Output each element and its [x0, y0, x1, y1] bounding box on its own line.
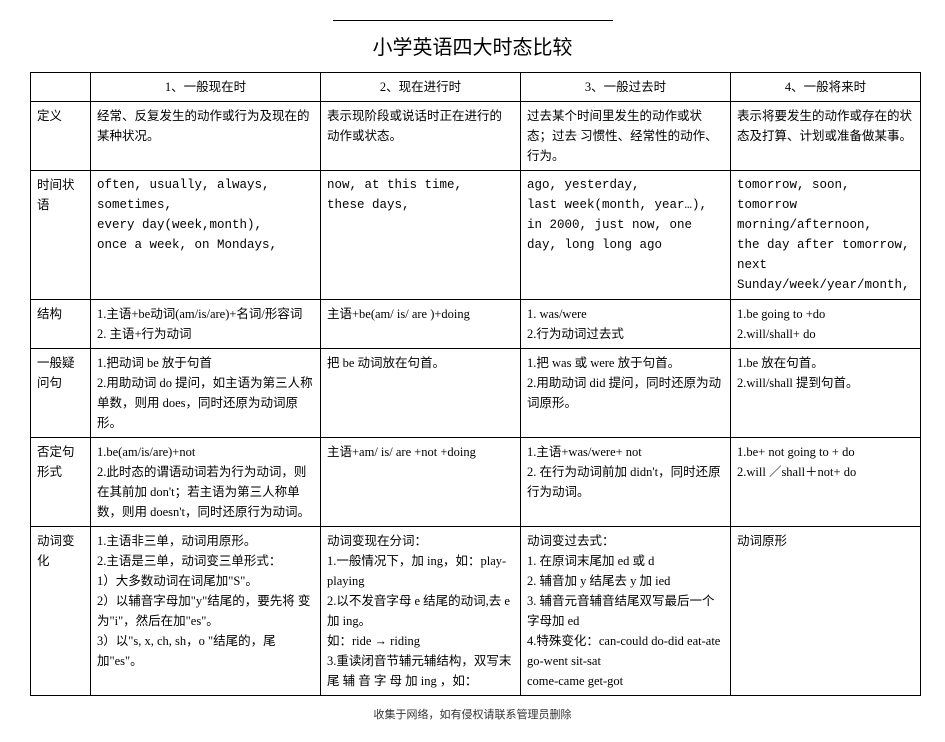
question-c3: 1.把 was 或 were 放于句首。2.用助动词 did 提问，同时还原为动…	[521, 349, 731, 438]
structure-c1: 1.主语+be动词(am/is/are)+名词/形容词2. 主语+行为动词	[91, 300, 321, 349]
label-verb: 动词变化	[31, 527, 91, 696]
time-c4: tomorrow, soon,tomorrow morning/afternoo…	[731, 171, 921, 300]
time-c3: ago, yesterday,last week(month, year…), …	[521, 171, 731, 300]
row-verb: 动词变化 1.主语非三单，动词用原形。2.主语是三单，动词变三单形式：1）大多数…	[31, 527, 921, 696]
question-c2: 把 be 动词放在句首。	[321, 349, 521, 438]
negative-c2: 主语+am/ is/ are +not +doing	[321, 438, 521, 527]
tense-comparison-table: 1、一般现在时 2、现在进行时 3、一般过去时 4、一般将来时 定义 经常、反复…	[30, 72, 921, 696]
label-question: 一般疑问句	[31, 349, 91, 438]
row-negative: 否定句形式 1.be(am/is/are)+not2.此时态的谓语动词若为行为动…	[31, 438, 921, 527]
label-time: 时间状语	[31, 171, 91, 300]
row-definition: 定义 经常、反复发生的动作或行为及现在的某种状况。 表示现阶段或说话时正在进行的…	[31, 102, 921, 171]
verb-c1: 1.主语非三单，动词用原形。2.主语是三单，动词变三单形式：1）大多数动词在词尾…	[91, 527, 321, 696]
top-rule	[333, 20, 613, 21]
header-present-simple: 1、一般现在时	[91, 73, 321, 102]
verb-c4: 动词原形	[731, 527, 921, 696]
row-time: 时间状语 often, usually, always, sometimes, …	[31, 171, 921, 300]
header-blank	[31, 73, 91, 102]
time-c2: now, at this time,these days,	[321, 171, 521, 300]
header-present-continuous: 2、现在进行时	[321, 73, 521, 102]
negative-c3: 1.主语+was/were+ not2. 在行为动词前加 didn't，同时还原…	[521, 438, 731, 527]
negative-c1: 1.be(am/is/are)+not2.此时态的谓语动词若为行为动词，则在其前…	[91, 438, 321, 527]
question-c1: 1.把动词 be 放于句首2.用助动词 do 提问，如主语为第三人称单数，则用 …	[91, 349, 321, 438]
label-negative: 否定句形式	[31, 438, 91, 527]
row-question: 一般疑问句 1.把动词 be 放于句首2.用助动词 do 提问，如主语为第三人称…	[31, 349, 921, 438]
header-future-simple: 4、一般将来时	[731, 73, 921, 102]
time-c1: often, usually, always, sometimes, every…	[91, 171, 321, 300]
definition-c3: 过去某个时间里发生的动作或状态；过去 习惯性、经常性的动作、行为。	[521, 102, 731, 171]
row-structure: 结构 1.主语+be动词(am/is/are)+名词/形容词2. 主语+行为动词…	[31, 300, 921, 349]
footer-text: 收集于网络，如有侵权请联系管理员删除	[30, 706, 915, 722]
definition-c1: 经常、反复发生的动作或行为及现在的某种状况。	[91, 102, 321, 171]
structure-c4: 1.be going to +do2.will/shall+ do	[731, 300, 921, 349]
structure-c2: 主语+be(am/ is/ are )+doing	[321, 300, 521, 349]
question-c4: 1.be 放在句首。2.will/shall 提到句首。	[731, 349, 921, 438]
verb-c3: 动词变过去式：1. 在原词末尾加 ed 或 d2. 辅音加 y 结尾去 y 加 …	[521, 527, 731, 696]
page-title: 小学英语四大时态比较	[30, 31, 915, 60]
negative-c4: 1.be+ not going to + do2.will ／shall＋not…	[731, 438, 921, 527]
structure-c3: 1. was/were2.行为动词过去式	[521, 300, 731, 349]
table-header-row: 1、一般现在时 2、现在进行时 3、一般过去时 4、一般将来时	[31, 73, 921, 102]
verb-c2: 动词变现在分词：1.一般情况下，加 ing，如：play-playing2.以不…	[321, 527, 521, 696]
label-definition: 定义	[31, 102, 91, 171]
definition-c4: 表示将要发生的动作或存在的状态及打算、计划或准备做某事。	[731, 102, 921, 171]
header-past-simple: 3、一般过去时	[521, 73, 731, 102]
definition-c2: 表示现阶段或说话时正在进行的动作或状态。	[321, 102, 521, 171]
label-structure: 结构	[31, 300, 91, 349]
